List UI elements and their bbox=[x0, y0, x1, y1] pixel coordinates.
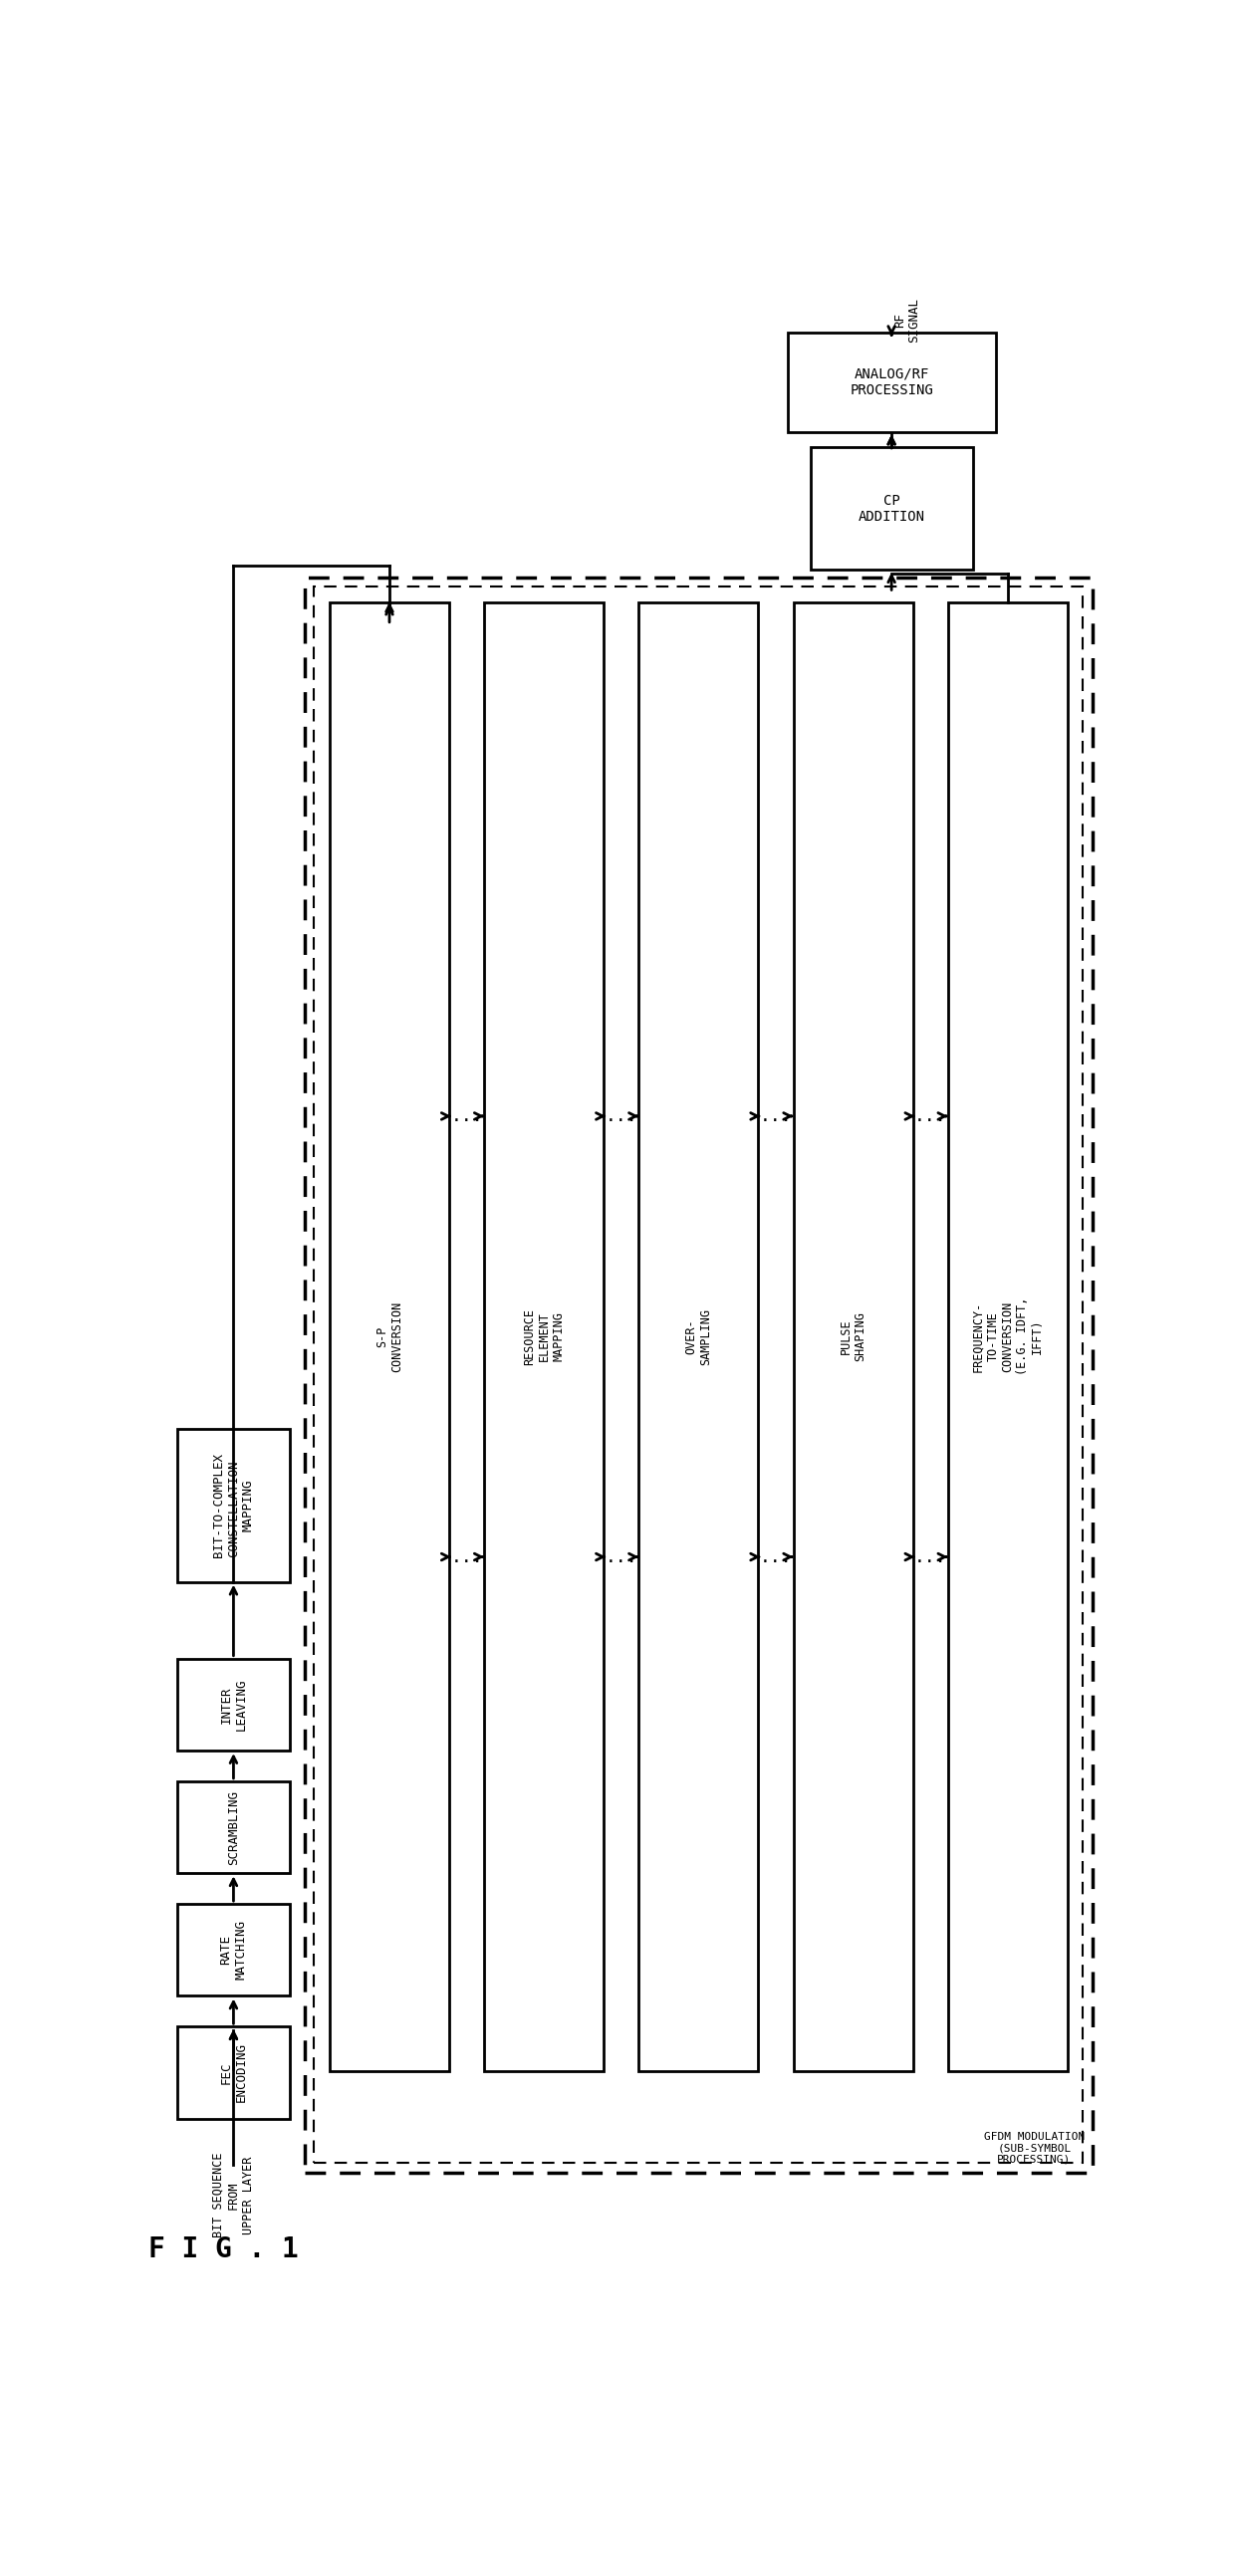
Text: RF
SIGNAL: RF SIGNAL bbox=[893, 299, 921, 343]
FancyBboxPatch shape bbox=[178, 1430, 289, 1582]
FancyBboxPatch shape bbox=[638, 603, 758, 2071]
Text: ...: ... bbox=[605, 1548, 637, 1566]
FancyBboxPatch shape bbox=[330, 603, 450, 2071]
Text: ...: ... bbox=[760, 1108, 792, 1126]
FancyBboxPatch shape bbox=[178, 1904, 289, 1996]
Text: S-P
CONVERSION: S-P CONVERSION bbox=[375, 1301, 404, 1373]
Text: PULSE
SHAPING: PULSE SHAPING bbox=[839, 1311, 867, 1360]
Text: ...: ... bbox=[914, 1548, 947, 1566]
Text: ...: ... bbox=[451, 1108, 483, 1126]
Text: BIT-TO-COMPLEX
CONSTELLATION-
MAPPING: BIT-TO-COMPLEX CONSTELLATION- MAPPING bbox=[212, 1453, 254, 1558]
Text: RESOURCE
ELEMENT
MAPPING: RESOURCE ELEMENT MAPPING bbox=[522, 1309, 566, 1365]
Text: BIT SEQUENCE
FROM
UPPER LAYER: BIT SEQUENCE FROM UPPER LAYER bbox=[212, 2154, 254, 2239]
Text: FEC
ENCODING: FEC ENCODING bbox=[220, 2043, 247, 2102]
FancyBboxPatch shape bbox=[948, 603, 1067, 2071]
Text: CP
ADDITION: CP ADDITION bbox=[858, 495, 925, 523]
FancyBboxPatch shape bbox=[793, 603, 913, 2071]
Text: FREQUENCY-
TO-TIME
CONVERSION
(E.G. IDFT,
IFFT): FREQUENCY- TO-TIME CONVERSION (E.G. IDFT… bbox=[972, 1298, 1044, 1376]
FancyBboxPatch shape bbox=[178, 2027, 289, 2117]
Text: SCRAMBLING: SCRAMBLING bbox=[227, 1790, 240, 1865]
FancyBboxPatch shape bbox=[484, 603, 604, 2071]
FancyBboxPatch shape bbox=[178, 1659, 289, 1752]
FancyBboxPatch shape bbox=[810, 448, 973, 569]
FancyBboxPatch shape bbox=[178, 1780, 289, 1873]
Text: ...: ... bbox=[605, 1108, 637, 1126]
Text: GFDM MODULATION
(SUB-SYMBOL
PROCESSING): GFDM MODULATION (SUB-SYMBOL PROCESSING) bbox=[983, 2130, 1084, 2164]
Text: ANALOG/RF
PROCESSING: ANALOG/RF PROCESSING bbox=[850, 366, 934, 397]
FancyBboxPatch shape bbox=[788, 332, 995, 433]
Text: OVER-
SAMPLING: OVER- SAMPLING bbox=[684, 1309, 713, 1365]
Text: ...: ... bbox=[760, 1548, 792, 1566]
Text: ...: ... bbox=[451, 1548, 483, 1566]
Text: INTER
LEAVING: INTER LEAVING bbox=[220, 1680, 247, 1731]
Text: ...: ... bbox=[914, 1108, 947, 1126]
Text: F I G . 1: F I G . 1 bbox=[148, 2236, 299, 2262]
Text: RATE
MATCHING: RATE MATCHING bbox=[220, 1919, 247, 1981]
